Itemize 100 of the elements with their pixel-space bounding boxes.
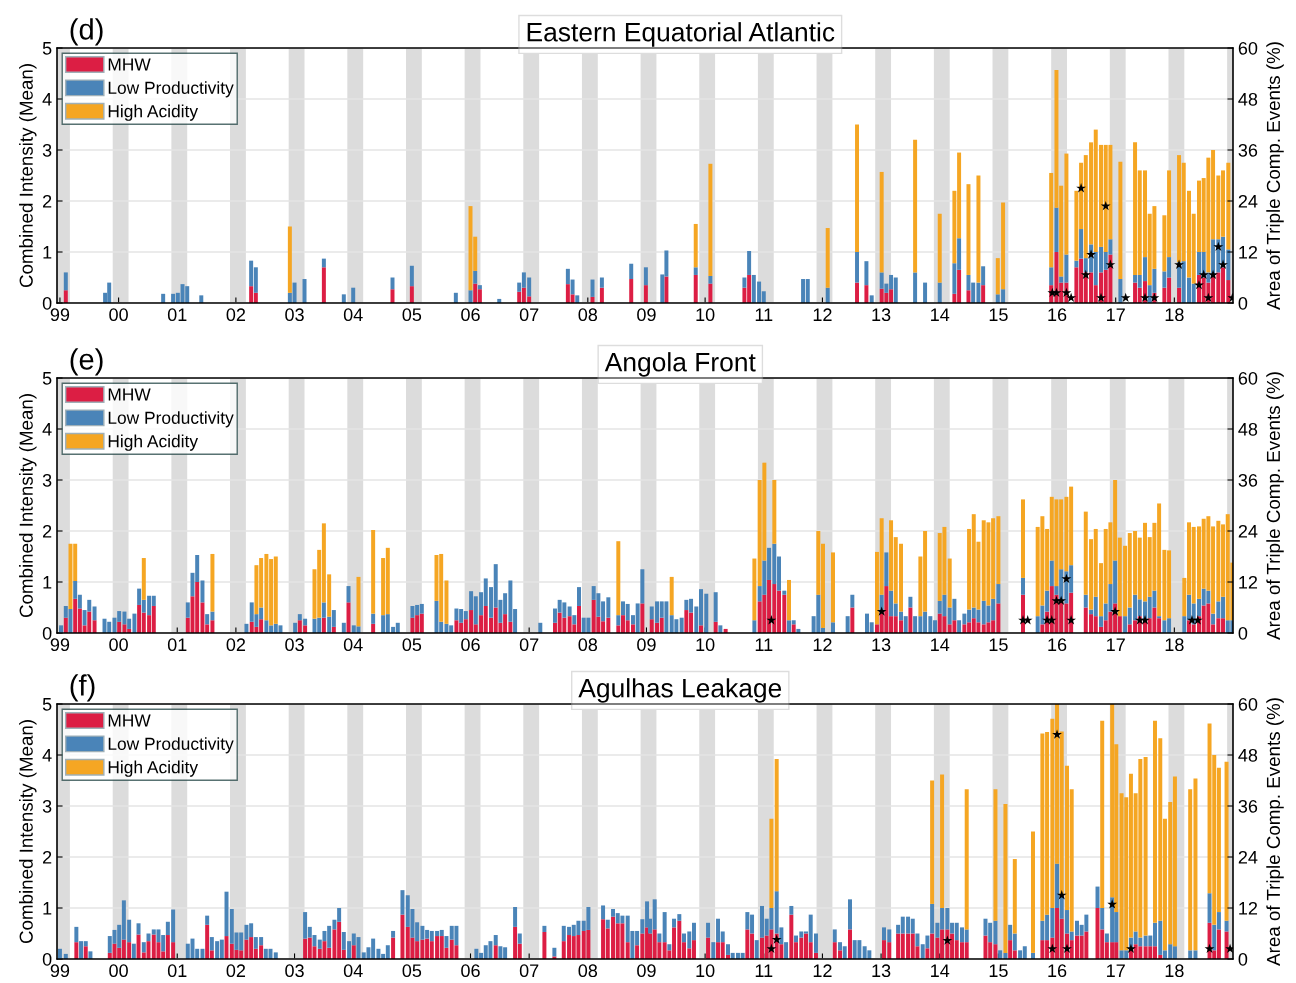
y-tick-label: 3 [42, 799, 52, 813]
x-tick-label: 03 [285, 964, 304, 978]
x-tick-label: 07 [519, 308, 539, 322]
y-tick-label: 1 [43, 246, 52, 259]
chart-title: Eastern Equatorial Atlantic [527, 22, 835, 47]
x-tick-label: 01 [167, 638, 187, 652]
x-tick-label: 06 [461, 638, 480, 652]
y2-tick-label: 60 [1238, 697, 1258, 711]
x-tick-label: 14 [931, 964, 950, 977]
x-tick-label: 14 [931, 308, 950, 321]
x-tick-label: 03 [285, 638, 304, 652]
y2-tick-label: 48 [1238, 748, 1258, 762]
x-tick-label: 17 [1107, 964, 1125, 977]
y2-axis-title: Area of Triple Comp. Events (%) [1266, 698, 1284, 966]
x-tick-label: 02 [226, 964, 246, 978]
y2-tick-label: 12 [1239, 245, 1258, 259]
x-tick-label: 99 [50, 638, 70, 652]
legend-label: High Acidity [108, 104, 199, 121]
y-tick-label: 2 [43, 194, 52, 208]
y-tick-label: 0 [42, 296, 52, 310]
y-tick-label: 0 [42, 952, 52, 966]
legend-label: MHW [108, 714, 151, 727]
text: (d) [70, 18, 103, 46]
x-tick-label: 05 [402, 638, 422, 652]
y2-tick-label: 36 [1238, 799, 1258, 813]
y-tick-label: 4 [42, 749, 52, 762]
x-tick-label: 07 [519, 638, 539, 652]
y2-tick-label: 24 [1238, 524, 1258, 538]
y2-tick-label: 12 [1239, 575, 1258, 589]
y-tick-label: 5 [42, 372, 52, 385]
x-tick-label: 15 [989, 638, 1008, 652]
x-tick-label: 09 [637, 964, 656, 978]
x-tick-label: 13 [872, 638, 891, 652]
x-tick-label: 16 [1048, 638, 1067, 652]
x-tick-label: 08 [578, 638, 598, 652]
legend-label: MHW [108, 58, 151, 71]
y-tick-label: 2 [43, 850, 52, 864]
x-tick-label: 12 [813, 964, 832, 977]
x-tick-label: 05 [402, 308, 422, 322]
x-tick-label: 15 [989, 964, 1008, 978]
x-tick-label: 15 [989, 308, 1008, 322]
legend-label: MHW [108, 388, 151, 401]
x-tick-label: 11 [755, 638, 773, 651]
y-tick-label: 4 [42, 93, 52, 106]
x-tick-label: 04 [343, 638, 363, 652]
x-tick-label: 18 [1165, 638, 1184, 652]
x-tick-label: 17 [1107, 638, 1125, 651]
x-tick-label: 14 [931, 638, 950, 651]
legend-label: Low Productivity [108, 411, 234, 428]
x-tick-label: 99 [50, 308, 70, 322]
x-tick-label: 04 [343, 308, 363, 322]
y2-tick-label: 24 [1238, 194, 1258, 208]
y2-tick-label: 48 [1238, 92, 1258, 106]
x-tick-label: 18 [1165, 308, 1184, 322]
y2-tick-label: 36 [1238, 473, 1258, 487]
x-tick-label: 00 [109, 638, 128, 652]
x-tick-label: 02 [226, 308, 246, 322]
chart-title: Angola Front [604, 352, 756, 377]
y2-axis-title: Area of Triple Comp. Events (%) [1266, 372, 1284, 640]
x-tick-label: 16 [1048, 308, 1067, 322]
x-tick-label: 02 [226, 638, 246, 652]
y-tick-label: 3 [42, 143, 52, 157]
chart-title: Agulhas Leakage [578, 678, 782, 703]
y-tick-label: 4 [42, 423, 52, 436]
x-tick-label: 10 [696, 964, 715, 978]
x-tick-label: 07 [519, 964, 539, 978]
x-tick-label: 13 [872, 964, 891, 978]
x-tick-label: 12 [813, 308, 832, 321]
legend-label: High Acidity [108, 760, 199, 777]
x-tick-label: 08 [578, 308, 598, 322]
x-tick-label: 09 [637, 308, 656, 322]
y2-tick-label: 48 [1238, 422, 1258, 436]
y2-tick-label: 0 [1238, 952, 1248, 966]
text: (e) [70, 348, 103, 376]
y-axis-title: Combined Intensity (Mean) [19, 720, 37, 944]
x-tick-label: 11 [755, 964, 773, 977]
y2-tick-label: 12 [1239, 901, 1258, 915]
x-tick-label: 08 [578, 964, 598, 978]
y2-tick-label: 0 [1238, 296, 1248, 310]
y-tick-label: 0 [42, 626, 52, 640]
text: (f) [70, 674, 95, 702]
legend-label: Low Productivity [108, 81, 234, 98]
x-tick-label: 00 [109, 308, 128, 322]
legend-label: High Acidity [108, 434, 199, 451]
x-tick-label: 13 [872, 308, 891, 322]
y-tick-label: 2 [43, 524, 52, 538]
x-tick-label: 17 [1107, 308, 1125, 321]
y2-tick-label: 36 [1238, 143, 1258, 157]
y2-tick-label: 60 [1238, 371, 1258, 385]
x-tick-label: 16 [1048, 964, 1067, 978]
y-tick-label: 3 [42, 473, 52, 487]
y-tick-label: 1 [43, 576, 52, 589]
y-axis-title: Combined Intensity (Mean) [19, 64, 37, 288]
x-tick-label: 09 [637, 638, 656, 652]
x-tick-label: 06 [461, 964, 480, 978]
x-tick-label: 06 [461, 308, 480, 322]
x-tick-label: 10 [696, 638, 715, 652]
y2-tick-label: 60 [1238, 41, 1258, 55]
y2-tick-label: 24 [1238, 850, 1258, 864]
x-tick-label: 04 [343, 964, 363, 978]
